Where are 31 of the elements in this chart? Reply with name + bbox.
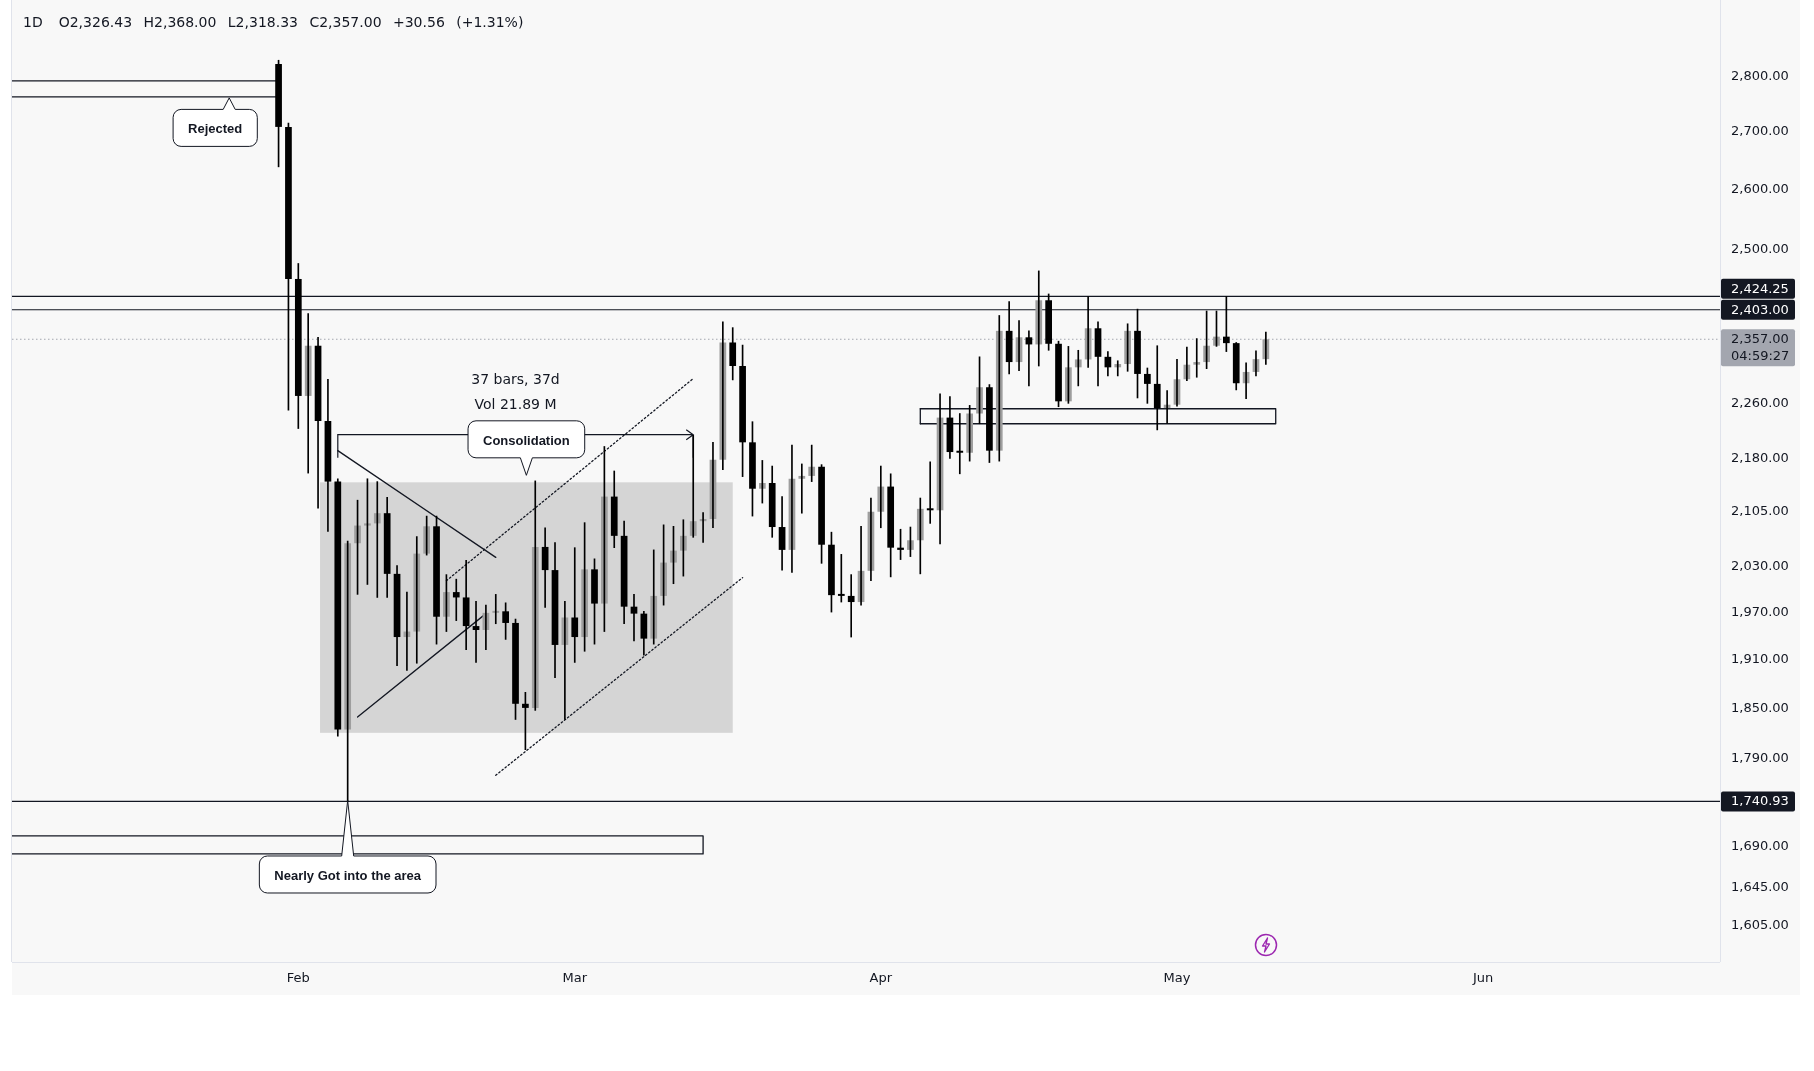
y-tick-label: 2,030.00 bbox=[1731, 558, 1789, 574]
y-tick-label: 2,700.00 bbox=[1731, 123, 1789, 139]
y-tick-label: 2,500.00 bbox=[1731, 240, 1789, 256]
x-tick-label: Feb bbox=[286, 970, 310, 986]
annotation: Nearly Got into the area bbox=[274, 867, 422, 883]
x-tick-label: Mar bbox=[562, 970, 588, 986]
y-tick-label: 2,105.00 bbox=[1731, 503, 1789, 519]
ref-line-label: 2,403.00 bbox=[1731, 301, 1789, 317]
y-tick-label: 1,645.00 bbox=[1731, 879, 1789, 895]
annotation: Rejected bbox=[188, 121, 243, 137]
y-tick-label: 2,600.00 bbox=[1731, 180, 1789, 196]
annotation: 37 bars, 37d bbox=[471, 370, 560, 387]
text: 1D bbox=[23, 13, 43, 30]
x-tick-label: May bbox=[1163, 970, 1191, 986]
y-tick-label: 1,690.00 bbox=[1731, 838, 1789, 854]
y-tick-label: 1,910.00 bbox=[1731, 651, 1789, 667]
y-tick-label: 1,970.00 bbox=[1731, 604, 1789, 620]
x-tick-label: Apr bbox=[869, 970, 893, 986]
x-tick-label: Jun bbox=[1471, 970, 1494, 986]
y-tick-label: 2,260.00 bbox=[1731, 394, 1789, 410]
annotation: Consolidation bbox=[483, 432, 570, 448]
y-tick-label: 2,180.00 bbox=[1731, 449, 1789, 465]
y-tick-label: 2,800.00 bbox=[1731, 67, 1789, 83]
ref-line-label: 2,357.00 04:59:27 bbox=[1731, 331, 1790, 364]
y-tick-label: 1,605.00 bbox=[1731, 916, 1789, 932]
text: O2,326.43 H2,368.00 L2,318.33 C2,357.00 +30.56 (+1.31%) bbox=[58, 13, 524, 30]
ref-line-label: 1,740.93 bbox=[1731, 793, 1789, 809]
y-tick-label: 1,790.00 bbox=[1731, 750, 1789, 766]
ref-line-label: 2,424.25 bbox=[1731, 280, 1789, 296]
y-tick-label: 1,850.00 bbox=[1731, 700, 1789, 716]
annotation: Vol 21.89 M bbox=[474, 395, 557, 412]
